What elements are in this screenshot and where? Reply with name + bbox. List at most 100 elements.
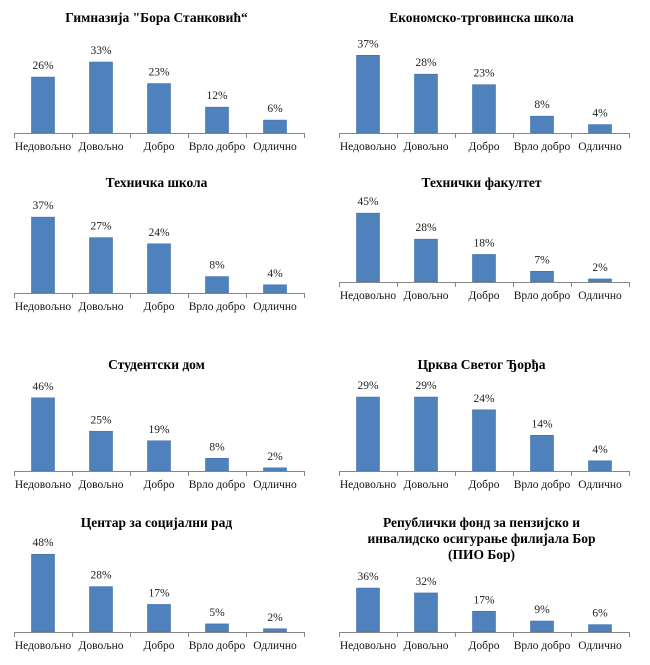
data-label: 29% xyxy=(357,380,379,392)
x-tick-label: Довољно xyxy=(79,141,124,153)
bar xyxy=(205,276,229,294)
bar xyxy=(588,624,612,633)
x-tick-label: Недовољно xyxy=(15,141,71,153)
data-label: 9% xyxy=(534,604,550,616)
data-label: 17% xyxy=(148,587,170,599)
bar xyxy=(31,553,55,633)
bar xyxy=(530,270,554,283)
data-label: 28% xyxy=(90,570,112,582)
bar xyxy=(147,604,171,633)
data-label: 8% xyxy=(209,260,225,272)
bar-chart: Студентски дом 46% 25% 19% 8% 2% Недовољно Дово… xyxy=(0,340,325,500)
bar xyxy=(89,237,113,294)
x-tick-label: Одлично xyxy=(253,479,297,491)
x-tick-label: Недовољно xyxy=(15,640,71,652)
bar xyxy=(89,61,113,134)
bar xyxy=(147,243,171,294)
x-tick-label: Недовољно xyxy=(340,640,396,652)
x-tick-label: Довољно xyxy=(404,141,449,153)
x-tick-label: Довољно xyxy=(404,640,449,652)
bar xyxy=(89,586,113,633)
data-label: 7% xyxy=(534,254,550,266)
data-label: 27% xyxy=(90,221,112,233)
data-label: 46% xyxy=(32,381,54,393)
data-label: 14% xyxy=(531,418,553,430)
bar xyxy=(588,278,612,283)
x-tick-label: Одлично xyxy=(253,640,297,652)
bar xyxy=(414,592,438,633)
data-label: 33% xyxy=(90,45,112,57)
chart-title-line: Центар за социјални рад xyxy=(81,515,233,530)
x-tick-label: Недовољно xyxy=(340,290,396,302)
x-tick-label: Врло добро xyxy=(514,141,571,153)
x-tick-label: Недовољно xyxy=(15,479,71,491)
bar xyxy=(31,76,55,134)
data-label: 4% xyxy=(592,444,608,456)
data-label: 4% xyxy=(267,268,283,280)
data-label: 4% xyxy=(592,108,608,120)
data-label: 36% xyxy=(357,571,379,583)
x-tick-label: Довољно xyxy=(79,640,124,652)
bar xyxy=(263,467,287,472)
data-label: 23% xyxy=(473,68,495,80)
bar xyxy=(414,238,438,283)
chart-svg: Економско-трговинска школа 37% 28% 23% 8% 4% Н… xyxy=(339,10,630,153)
bar xyxy=(147,83,171,134)
bar xyxy=(472,254,496,283)
data-label: 26% xyxy=(32,60,54,72)
x-tick-label: Добро xyxy=(469,479,500,491)
chart-title-line: Републички фонд за пензијско и xyxy=(383,515,580,530)
chart-svg: Студентски дом 46% 25% 19% 8% 2% Недовољно Дово… xyxy=(14,357,305,491)
chart-svg: Центар за социјални рад 48% 28% 17% 5% 2% Недо… xyxy=(14,515,305,652)
data-label: 37% xyxy=(32,200,54,212)
data-label: 8% xyxy=(534,99,550,111)
data-label: 48% xyxy=(32,537,54,549)
chart-title-line: Гимназија "Бора Станковић“ xyxy=(65,10,248,25)
data-label: 45% xyxy=(357,196,379,208)
data-label: 19% xyxy=(148,424,170,436)
x-tick-label: Врло добро xyxy=(514,479,571,491)
data-label: 6% xyxy=(592,608,608,620)
chart-title-line: Техничка школа xyxy=(106,175,208,190)
bar xyxy=(472,610,496,633)
bar xyxy=(89,430,113,472)
data-label: 28% xyxy=(415,57,437,69)
x-tick-label: Врло добро xyxy=(189,141,246,153)
bar xyxy=(263,628,287,633)
data-label: 23% xyxy=(148,67,170,79)
x-tick-label: Врло добро xyxy=(514,640,571,652)
bar xyxy=(414,396,438,472)
chart-title: Републички фонд за пензијско и инвалидско… xyxy=(367,515,595,562)
chart-title: Центар за социјални рад xyxy=(81,515,233,530)
chart-title: Технички факултет xyxy=(422,175,542,190)
bar xyxy=(356,396,380,472)
bar xyxy=(356,212,380,283)
data-label: 18% xyxy=(473,237,495,249)
x-tick-label: Одлично xyxy=(253,301,297,313)
bar xyxy=(31,216,55,294)
bar xyxy=(263,119,287,134)
chart-title-line: Црква Светог Ђорђа xyxy=(418,357,546,372)
bar xyxy=(530,435,554,472)
data-label: 24% xyxy=(148,227,170,239)
bar-chart: Технички факултет 45% 28% 18% 7% 2% Недовољно Д… xyxy=(325,165,650,325)
bar-chart: Економско-трговинска школа 37% 28% 23% 8% 4% Н… xyxy=(325,0,650,160)
x-tick-label: Добро xyxy=(144,141,175,153)
x-tick-label: Недовољно xyxy=(340,141,396,153)
data-label: 8% xyxy=(209,441,225,453)
chart-title: Гимназија "Бора Станковић“ xyxy=(65,10,248,25)
x-tick-label: Добро xyxy=(144,640,175,652)
bar-chart: Техничка школа 37% 27% 24% 8% 4% Недовољно Дово… xyxy=(0,165,325,325)
bar xyxy=(472,84,496,134)
data-label: 12% xyxy=(206,90,228,102)
data-label: 24% xyxy=(473,393,495,405)
chart-title: Техничка школа xyxy=(106,175,208,190)
data-label: 6% xyxy=(267,103,283,115)
bar-chart: Центар за социјални рад 48% 28% 17% 5% 2% Недо… xyxy=(0,505,325,665)
x-tick-label: Одлично xyxy=(578,141,622,153)
bar xyxy=(205,457,229,472)
bar xyxy=(356,54,380,134)
data-label: 2% xyxy=(267,451,283,463)
data-label: 28% xyxy=(415,222,437,234)
chart-svg: Гимназија "Бора Станковић“ 26% 33% 23% 12% 6%… xyxy=(14,10,305,153)
